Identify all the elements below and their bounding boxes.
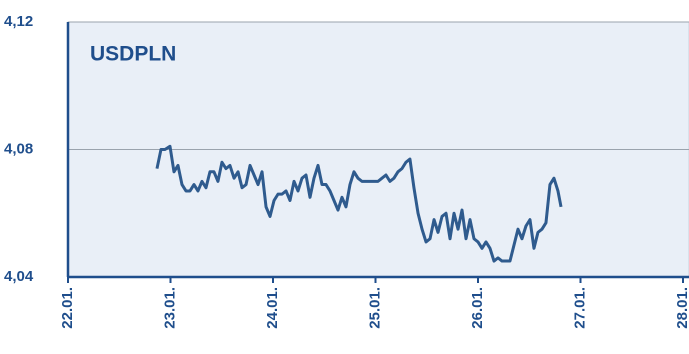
y-tick-label: 4,08 [4,140,33,157]
y-tick-label: 4,04 [4,268,34,285]
y-tick-label: 4,12 [4,13,33,30]
x-tick-label: 25.01. [366,287,383,329]
x-tick-label: 22.01. [59,287,76,329]
x-tick-label: 28.01. [674,287,689,329]
x-tick-label: 26.01. [469,287,486,329]
x-tick-label: 24.01. [264,287,281,329]
x-tick-label: 23.01. [161,287,178,329]
x-tick-label: 27.01. [571,287,588,329]
chart-title: USDPLN [90,43,176,66]
line-series [155,144,563,263]
